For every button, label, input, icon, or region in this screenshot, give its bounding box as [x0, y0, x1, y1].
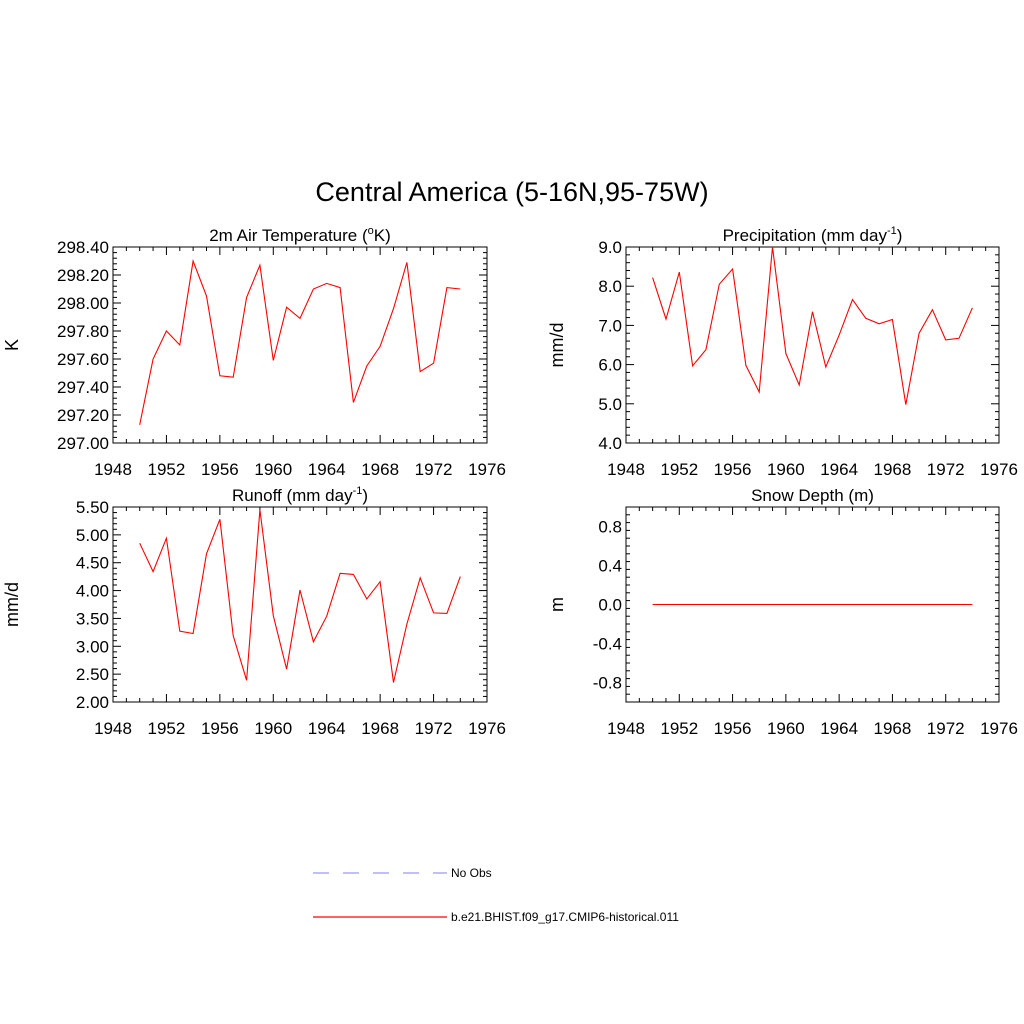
legend-model-label: b.e21.BHIST.f09_g17.CMIP6-historical.011: [451, 910, 679, 924]
panel-title-suffix: ): [362, 486, 368, 505]
panel-snow-depth: 1948 1952 1956 1960 1964 1968 1972 1976 -0.8 -0.4…: [547, 486, 1018, 738]
y-tick-label: 5.00: [76, 526, 109, 545]
y-tick-label: 298.00: [57, 294, 109, 313]
series-line-runoff: [139, 509, 461, 683]
y-tick-label: 7.0: [598, 316, 622, 335]
panel-title-suffix: ): [897, 226, 903, 245]
panel-title-superscript: -1: [353, 485, 363, 497]
y-tick-label: 4.50: [76, 554, 109, 573]
x-tick-label: 1976: [980, 719, 1018, 738]
y-axis-label: m: [547, 597, 567, 612]
x-tick-label: 1968: [874, 719, 912, 738]
x-tick-label: 1964: [308, 460, 346, 479]
x-tick-label: 1972: [927, 719, 965, 738]
panel-title-runoff: Runoff (mm day-1): [232, 485, 368, 505]
y-tick-label: 8.0: [598, 277, 622, 296]
panel-precipitation: 1948 1952 1956 1960 1964 1968 1972 1976 4.0 5.0 6.…: [547, 225, 1018, 479]
y-tick-label: 4.0: [598, 434, 622, 453]
legend-obs-label: No Obs: [451, 866, 492, 880]
y-tick-label: 0.8: [598, 518, 622, 537]
x-tick-label: 1964: [820, 460, 858, 479]
panel-title-air-temperature: 2m Air Temperature (oK): [209, 225, 391, 245]
y-tick-label: 4.00: [76, 582, 109, 601]
panel-runoff: 1948 1952 1956 1960 1964 1968 1972 1976 2.00 2.50…: [2, 485, 506, 738]
page-title: Central America (5-16N,95-75W): [315, 177, 708, 207]
y-axis-label: K: [2, 339, 22, 351]
series-line-precipitation: [652, 246, 973, 405]
x-tick-label: 1948: [94, 719, 132, 738]
y-tick-label: 298.40: [57, 238, 109, 257]
x-tick-label: 1956: [714, 719, 752, 738]
series-line-air-temperature: [139, 258, 461, 425]
x-tick-label: 1968: [361, 460, 399, 479]
y-tick-label: 3.00: [76, 637, 109, 656]
panel-title-text: Runoff (mm day: [232, 486, 353, 505]
y-tick-label: 297.00: [57, 434, 109, 453]
x-tick-label: 1976: [980, 460, 1018, 479]
panel-title-suffix: K): [374, 226, 391, 245]
y-tick-label: 298.20: [57, 266, 109, 285]
x-tick-label: 1956: [201, 460, 239, 479]
y-tick-label: 0.0: [598, 596, 622, 615]
x-tick-label: 1948: [607, 460, 645, 479]
x-tick-label: 1972: [927, 460, 965, 479]
panel-title-superscript: o: [368, 225, 374, 237]
x-tick-label: 1952: [148, 460, 186, 479]
x-tick-label: 1960: [767, 460, 805, 479]
x-tick-label: 1964: [308, 719, 346, 738]
x-tick-label: 1968: [361, 719, 399, 738]
x-tick-label: 1948: [607, 719, 645, 738]
legend: No Obs b.e21.BHIST.f09_g17.CMIP6-histori…: [313, 866, 679, 924]
y-tick-label: -0.4: [593, 635, 622, 654]
panel-title-precipitation: Precipitation (mm day-1): [723, 225, 903, 245]
y-tick-label: 0.4: [598, 557, 622, 576]
y-tick-label: 5.50: [76, 498, 109, 517]
y-tick-label: 297.20: [57, 406, 109, 425]
y-tick-label: 5.0: [598, 395, 622, 414]
y-tick-label: -0.8: [593, 674, 622, 693]
y-tick-label: 9.0: [598, 238, 622, 257]
y-axis-label: mm/d: [2, 582, 22, 627]
plot-frame: [625, 246, 1000, 444]
y-tick-label: 297.80: [57, 322, 109, 341]
panel-title-text: Precipitation (mm day: [723, 226, 888, 245]
y-tick-label: 2.00: [76, 693, 109, 712]
x-tick-label: 1960: [254, 719, 292, 738]
x-tick-label: 1952: [148, 719, 186, 738]
x-tick-label: 1960: [254, 460, 292, 479]
x-tick-label: 1972: [415, 460, 453, 479]
x-tick-label: 1976: [468, 460, 506, 479]
x-tick-label: 1968: [874, 460, 912, 479]
y-tick-label: 6.0: [598, 356, 622, 375]
y-tick-label: 297.40: [57, 378, 109, 397]
x-tick-label: 1960: [767, 719, 805, 738]
x-tick-label: 1956: [201, 719, 239, 738]
panel-title-superscript: -1: [887, 225, 897, 237]
x-tick-label: 1952: [660, 719, 698, 738]
x-tick-label: 1956: [714, 460, 752, 479]
y-axis-label: mm/d: [547, 323, 567, 368]
panel-air-temperature: 1948 1952 1956 1960 1964 1968 1972 1976 297.00 29…: [2, 225, 506, 479]
panel-title-text: 2m Air Temperature (: [209, 226, 368, 245]
y-tick-label: 2.50: [76, 665, 109, 684]
y-tick-label: 3.50: [76, 609, 109, 628]
x-tick-label: 1952: [660, 460, 698, 479]
y-tick-label: 297.60: [57, 350, 109, 369]
x-tick-label: 1964: [820, 719, 858, 738]
plot-frame: [112, 246, 488, 444]
x-tick-label: 1948: [94, 460, 132, 479]
x-tick-label: 1976: [468, 719, 506, 738]
panel-title-snow-depth: Snow Depth (m): [751, 486, 874, 505]
panel-title-text: Snow Depth (m): [751, 486, 874, 505]
x-tick-label: 1972: [415, 719, 453, 738]
